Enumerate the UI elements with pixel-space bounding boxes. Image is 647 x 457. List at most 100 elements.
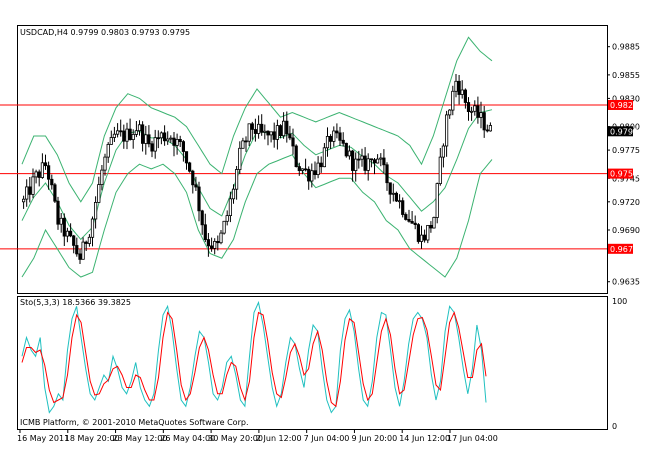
- candle-body: [332, 130, 336, 142]
- candle-body: [59, 217, 63, 225]
- candle-body: [53, 184, 57, 202]
- candle-body: [325, 135, 330, 149]
- candle-body: [476, 105, 480, 118]
- stoch-signal-line: [21, 311, 487, 408]
- time-tick-label: 23 May 12:00: [113, 434, 168, 443]
- price-tick-label: 0.9775: [612, 146, 640, 155]
- candle-body: [25, 186, 29, 200]
- candle-body: [272, 131, 276, 140]
- candle-body: [316, 162, 320, 176]
- candle-body: [37, 171, 41, 178]
- price-plot: [0, 36, 607, 278]
- candle-body: [40, 162, 45, 178]
- candle-body: [310, 170, 314, 182]
- candle-body: [382, 157, 386, 166]
- candle-body: [31, 176, 35, 195]
- candle-body: [65, 230, 69, 237]
- time-tick-label: 2 Jun 12:00: [256, 434, 302, 443]
- candle-body: [463, 89, 468, 103]
- candle-body: [216, 240, 220, 244]
- copyright-label: ICMB Platform, © 2001-2010 MetaQuotes So…: [20, 418, 249, 427]
- candle-body: [156, 137, 160, 140]
- candle-body: [206, 239, 210, 247]
- candle-body: [34, 171, 38, 178]
- candle-body: [84, 241, 88, 244]
- candle-body: [307, 168, 311, 182]
- candle-body: [87, 236, 91, 244]
- candle-body: [379, 157, 383, 160]
- candle-body: [153, 137, 157, 152]
- stoch-panel-frame: [17, 296, 608, 430]
- candle-body: [322, 147, 327, 168]
- candle-body: [357, 158, 361, 161]
- candle-body: [360, 155, 364, 160]
- candle-body: [172, 137, 176, 146]
- time-tick-label: 16 May 2011: [17, 434, 69, 443]
- candle-body: [128, 128, 132, 141]
- candle-body: [407, 218, 411, 222]
- candle-body: [28, 186, 32, 195]
- candle-body: [106, 143, 110, 158]
- candle-body: [288, 133, 292, 139]
- candle-body: [94, 201, 98, 220]
- candle-body: [191, 170, 195, 186]
- candle-body: [413, 222, 417, 225]
- candle-body: [241, 140, 245, 149]
- candle-body: [256, 123, 261, 134]
- candle-body: [354, 158, 358, 172]
- candle-body: [90, 218, 95, 238]
- time-tick-label: 18 May 20:00: [65, 434, 120, 443]
- stoch-plot: [21, 300, 487, 414]
- candle-body: [81, 241, 85, 260]
- price-tick-label: 0.9855: [612, 71, 640, 80]
- candle-body: [300, 168, 305, 171]
- candle-body: [291, 137, 295, 147]
- price-panel-frame: [17, 25, 608, 294]
- candle-body: [294, 145, 298, 168]
- candle-body: [56, 200, 60, 225]
- candle-body: [225, 215, 229, 222]
- time-tick-label: 26 May 04:00: [160, 434, 215, 443]
- candle-body: [319, 162, 323, 168]
- candle-body: [78, 253, 82, 260]
- candle-body: [234, 169, 239, 190]
- candle-body: [97, 184, 101, 203]
- candle-body: [338, 132, 342, 141]
- price-tick-label: 0.9720: [612, 198, 640, 207]
- candle-body: [466, 102, 471, 113]
- candle-body: [109, 137, 113, 145]
- axes: 0.98850.98550.98300.98000.97750.97450.97…: [17, 43, 640, 443]
- candle-body: [388, 182, 392, 195]
- level-tag-label: 0.9823: [610, 101, 638, 110]
- candle-body: [488, 125, 493, 132]
- level-tag: [608, 243, 633, 254]
- candle-body: [457, 80, 461, 95]
- time-tick-label: 17 Jun 04:00: [447, 434, 498, 443]
- candle-body: [285, 120, 289, 135]
- candle-body: [43, 162, 48, 167]
- candle-body: [363, 155, 367, 171]
- candle-body: [50, 178, 54, 186]
- candle-body: [335, 130, 339, 134]
- candle-body: [460, 89, 464, 95]
- candle-body: [313, 170, 317, 175]
- candle-body: [454, 80, 458, 92]
- candle-body: [438, 156, 442, 185]
- candle-body: [366, 158, 370, 171]
- candle-body: [219, 232, 223, 244]
- candle-body: [184, 151, 189, 164]
- candle-body: [347, 150, 352, 157]
- candle-body: [209, 245, 214, 249]
- candle-body: [137, 124, 142, 132]
- candle-body: [169, 137, 173, 140]
- time-tick-label: 7 Jun 04:00: [304, 434, 350, 443]
- candle-body: [432, 216, 436, 229]
- candle-body: [100, 169, 104, 186]
- candle-body: [231, 188, 236, 200]
- candle-body: [69, 230, 73, 237]
- candle-body: [426, 224, 430, 241]
- candle-body: [75, 245, 79, 255]
- candle-body: [401, 200, 405, 215]
- candle-body: [485, 129, 489, 132]
